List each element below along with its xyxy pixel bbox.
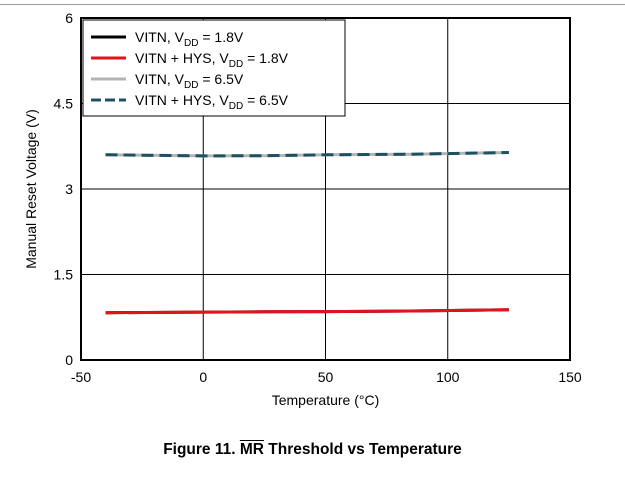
legend-label-4: VITN + HYS, VDD = 6.5V xyxy=(135,92,289,112)
y-tick-label: 4.5 xyxy=(54,96,74,112)
legend-label-subscript: DD xyxy=(229,59,243,70)
caption-prefix: Figure 11. xyxy=(163,441,240,458)
legend-label-text: VITN, V xyxy=(135,71,185,87)
x-tick-label: 150 xyxy=(558,369,582,385)
x-axis-label: Temperature (°C) xyxy=(272,392,380,408)
y-axis-label: Manual Reset Voltage (V) xyxy=(23,109,39,269)
top-rule xyxy=(0,4,625,5)
legend-label-2: VITN + HYS, VDD = 1.8V xyxy=(135,50,289,70)
y-tick-label: 0 xyxy=(65,352,73,368)
legend-label-suffix: = 1.8V xyxy=(198,29,243,45)
axes-frame xyxy=(80,17,571,361)
legend-label-suffix: = 1.8V xyxy=(243,50,288,66)
legend-label-1: VITN, VDD = 1.8V xyxy=(135,29,244,49)
series-line-4 xyxy=(105,151,509,158)
legend-label-text: VITN, V xyxy=(135,29,185,45)
legend-label-text: VITN + HYS, V xyxy=(135,50,229,66)
legend-box xyxy=(82,19,346,117)
legend-label-suffix: = 6.5V xyxy=(243,92,288,108)
y-tick-label: 3 xyxy=(65,181,73,197)
legend-label-subscript: DD xyxy=(229,101,243,112)
figure-caption: Figure 11. MR Threshold vs Temperature xyxy=(0,441,625,459)
legend-label-text: VITN + HYS, V xyxy=(135,92,229,108)
x-tick-label: -50 xyxy=(71,369,91,385)
y-tick-label: 6 xyxy=(65,10,73,26)
x-tick-label: 100 xyxy=(436,369,460,385)
legend-label-subscript: DD xyxy=(184,80,198,91)
caption-suffix: Threshold vs Temperature xyxy=(263,441,462,458)
legend-label-3: VITN, VDD = 6.5V xyxy=(135,71,244,91)
legend-label-suffix: = 6.5V xyxy=(198,71,243,87)
x-tick-label: 50 xyxy=(318,369,334,385)
series-line-2 xyxy=(105,308,509,315)
y-tick-label: 1.5 xyxy=(54,267,74,283)
x-tick-label: 0 xyxy=(199,369,207,385)
legend-label-subscript: DD xyxy=(184,38,198,49)
caption-mr-overlined: MR xyxy=(239,441,264,458)
